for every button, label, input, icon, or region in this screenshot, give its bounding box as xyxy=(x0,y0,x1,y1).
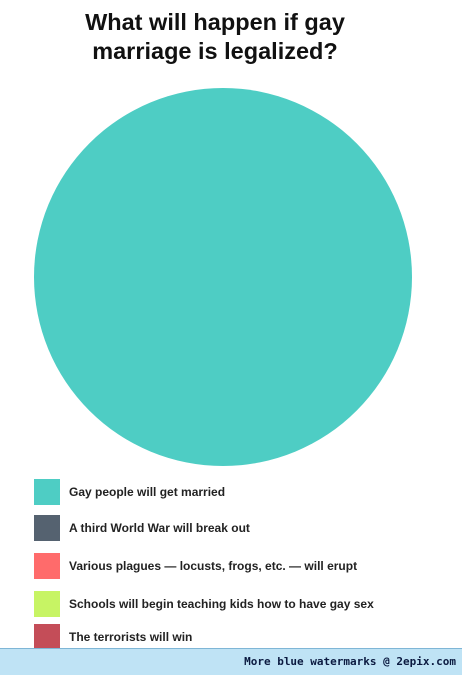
pie-chart xyxy=(34,88,412,466)
legend-label: Gay people will get married xyxy=(69,485,226,499)
legend-label: A third World War will break out xyxy=(69,521,250,535)
watermark-text: More blue watermarks @ 2epix.com xyxy=(244,655,456,668)
legend-swatch xyxy=(34,479,60,505)
legend-item: The terrorists will win xyxy=(34,624,444,652)
legend-label: Schools will begin teaching kids how to … xyxy=(69,597,374,611)
legend-item: Various plagues — locusts, frogs, etc. —… xyxy=(34,553,444,581)
legend-swatch xyxy=(34,624,60,650)
pie-slice-1 xyxy=(34,88,412,466)
legend-swatch xyxy=(34,515,60,541)
chart-title-line-2: marriage is legalized? xyxy=(92,38,338,64)
legend-label: The terrorists will win xyxy=(69,630,193,644)
legend-swatch xyxy=(34,591,60,617)
chart-title: What will happen if gay marriage is lega… xyxy=(0,8,430,66)
watermark-bar: More blue watermarks @ 2epix.com xyxy=(0,648,462,675)
legend-item: Schools will begin teaching kids how to … xyxy=(34,591,444,619)
legend-swatch xyxy=(34,553,60,579)
legend-item: Gay people will get married xyxy=(34,479,444,507)
legend-label: Various plagues — locusts, frogs, etc. —… xyxy=(69,559,358,573)
legend-item: A third World War will break out xyxy=(34,515,444,543)
chart-title-line-1: What will happen if gay xyxy=(85,9,345,35)
